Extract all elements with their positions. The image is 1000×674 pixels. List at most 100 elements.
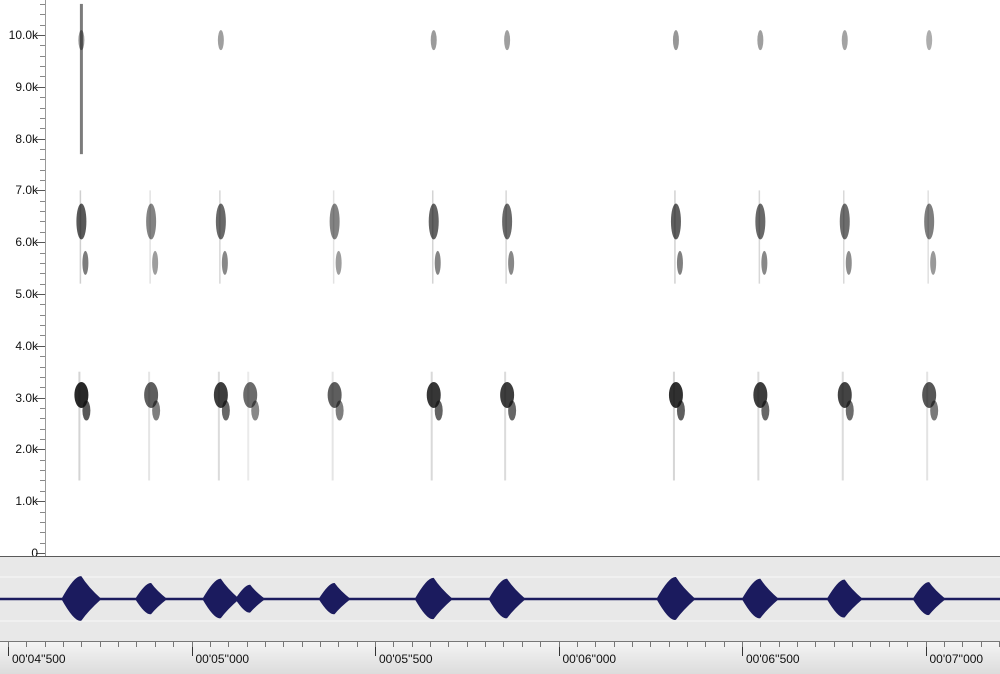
- time-tick: [925, 642, 927, 656]
- time-minor-tick: [81, 642, 83, 647]
- frequency-tick-label: 10.0k: [8, 28, 38, 42]
- time-ruler[interactable]: 00'04''500 00'05''000 00'05''500 00'06''000…: [0, 641, 1000, 674]
- harmonic-2-mark: [670, 203, 681, 240]
- frequency-minor-tick: [40, 200, 45, 202]
- panel-divider: [0, 556, 1000, 557]
- time-minor-tick: [173, 642, 175, 647]
- time-minor-tick: [485, 642, 487, 647]
- frequency-minor-tick: [40, 3, 45, 5]
- frequency-minor-tick: [40, 148, 45, 150]
- call-marks: [213, 30, 230, 481]
- time-minor-tick: [319, 642, 321, 647]
- time-minor-tick: [797, 642, 799, 647]
- frequency-minor-tick: [40, 304, 45, 306]
- waveform-panel[interactable]: [0, 557, 1000, 641]
- frequency-minor-tick: [40, 439, 45, 441]
- frequency-tick: [36, 242, 45, 244]
- frequency-minor-tick: [40, 459, 45, 461]
- frequency-tick-label: 4.0k: [15, 338, 38, 353]
- harmonic-2-tail: [82, 250, 89, 275]
- frequency-tick: [36, 345, 45, 347]
- frequency-tick: [36, 397, 45, 399]
- harmonic-1-streak: [78, 371, 81, 481]
- waveform-burst: [826, 579, 863, 618]
- frequency-minor-tick: [40, 532, 45, 534]
- harmonic-2-tail: [761, 250, 768, 275]
- call-marks: [668, 30, 685, 481]
- time-tick-label: 00'06''500: [746, 652, 800, 666]
- time-minor-tick: [705, 642, 707, 647]
- frequency-minor-tick: [40, 366, 45, 368]
- harmonic-1-tail: [845, 400, 854, 421]
- waveform-burst: [741, 578, 779, 619]
- harmonic-1-tail: [930, 400, 939, 421]
- time-minor-tick: [558, 642, 560, 647]
- time-minor-tick: [668, 642, 670, 647]
- harmonic-2-mark: [839, 203, 850, 240]
- harmonic-1-streak: [331, 371, 334, 481]
- time-minor-tick: [631, 642, 633, 647]
- frequency-tick: [36, 190, 45, 192]
- frequency-minor-tick: [40, 14, 45, 16]
- frequency-minor-tick: [40, 76, 45, 78]
- waveform-plot[interactable]: [0, 557, 1000, 641]
- frequency-minor-tick: [40, 66, 45, 68]
- time-minor-tick: [228, 642, 230, 647]
- time-minor-tick: [356, 642, 358, 647]
- frequency-minor-tick: [40, 283, 45, 285]
- harmonic-1-streak: [504, 371, 507, 481]
- time-tick-label: 00'06''000: [562, 652, 617, 666]
- time-minor-tick: [980, 642, 982, 647]
- time-minor-tick: [540, 642, 542, 647]
- time-minor-tick: [191, 642, 193, 647]
- harmonic-2-mark: [755, 203, 766, 240]
- harmonic-2-tail: [676, 250, 683, 275]
- time-minor-tick: [301, 642, 303, 647]
- call-marks: [500, 30, 517, 481]
- time-tick-label: 00'05''000: [195, 652, 250, 666]
- frequency-minor-tick: [40, 180, 45, 182]
- harmonic-1-tail: [82, 400, 91, 421]
- time-minor-tick: [154, 642, 156, 647]
- spectrogram-plot[interactable]: [46, 0, 1000, 556]
- harmonic-1-streak: [926, 371, 929, 481]
- frequency-minor-tick: [40, 24, 45, 26]
- time-minor-tick: [723, 642, 725, 647]
- spectrogram-panel[interactable]: 0 1.0k 2.0k 3.0k 4.0k 5.0k 6.0k 7.0k 8.0k 9.0k 10.…: [0, 0, 1000, 559]
- time-minor-tick: [613, 642, 615, 647]
- harmonic-2-streak: [431, 190, 434, 284]
- frequency-minor-tick: [40, 356, 45, 358]
- harmonic-2-tail: [434, 250, 441, 275]
- time-minor-tick: [411, 642, 413, 647]
- time-minor-tick: [576, 642, 578, 647]
- call-marks: [243, 371, 260, 481]
- frequency-minor-tick: [40, 211, 45, 213]
- time-tick: [8, 642, 9, 656]
- time-minor-tick: [595, 642, 597, 647]
- time-minor-tick: [246, 642, 248, 647]
- harmonic-column-streak: [79, 3, 83, 155]
- frequency-tick-label: 2.0k: [15, 442, 38, 457]
- harmonic-2-mark: [76, 203, 87, 240]
- frequency-tick: [36, 553, 45, 554]
- time-minor-tick: [760, 642, 762, 647]
- harmonic-1-streak: [757, 371, 760, 481]
- frequency-minor-tick: [40, 128, 45, 130]
- time-minor-tick: [815, 642, 817, 647]
- frequency-minor-tick: [40, 387, 45, 389]
- time-minor-tick: [521, 642, 523, 647]
- harmonic-2-tail: [221, 250, 228, 275]
- harmonic-2-mark: [924, 203, 935, 240]
- time-tick: [191, 642, 193, 656]
- time-minor-tick: [393, 642, 395, 647]
- harmonic-1-tail: [335, 400, 344, 421]
- harmonic-1-streak: [148, 371, 151, 481]
- frequency-minor-tick: [40, 231, 45, 233]
- frequency-minor-tick: [40, 480, 45, 482]
- harmonic-2-streak: [219, 190, 221, 284]
- harmonic-1-tail: [251, 400, 260, 421]
- waveform-burst: [912, 582, 946, 616]
- time-minor-tick: [430, 642, 432, 647]
- time-minor-tick: [375, 642, 376, 647]
- time-minor-tick: [833, 642, 835, 647]
